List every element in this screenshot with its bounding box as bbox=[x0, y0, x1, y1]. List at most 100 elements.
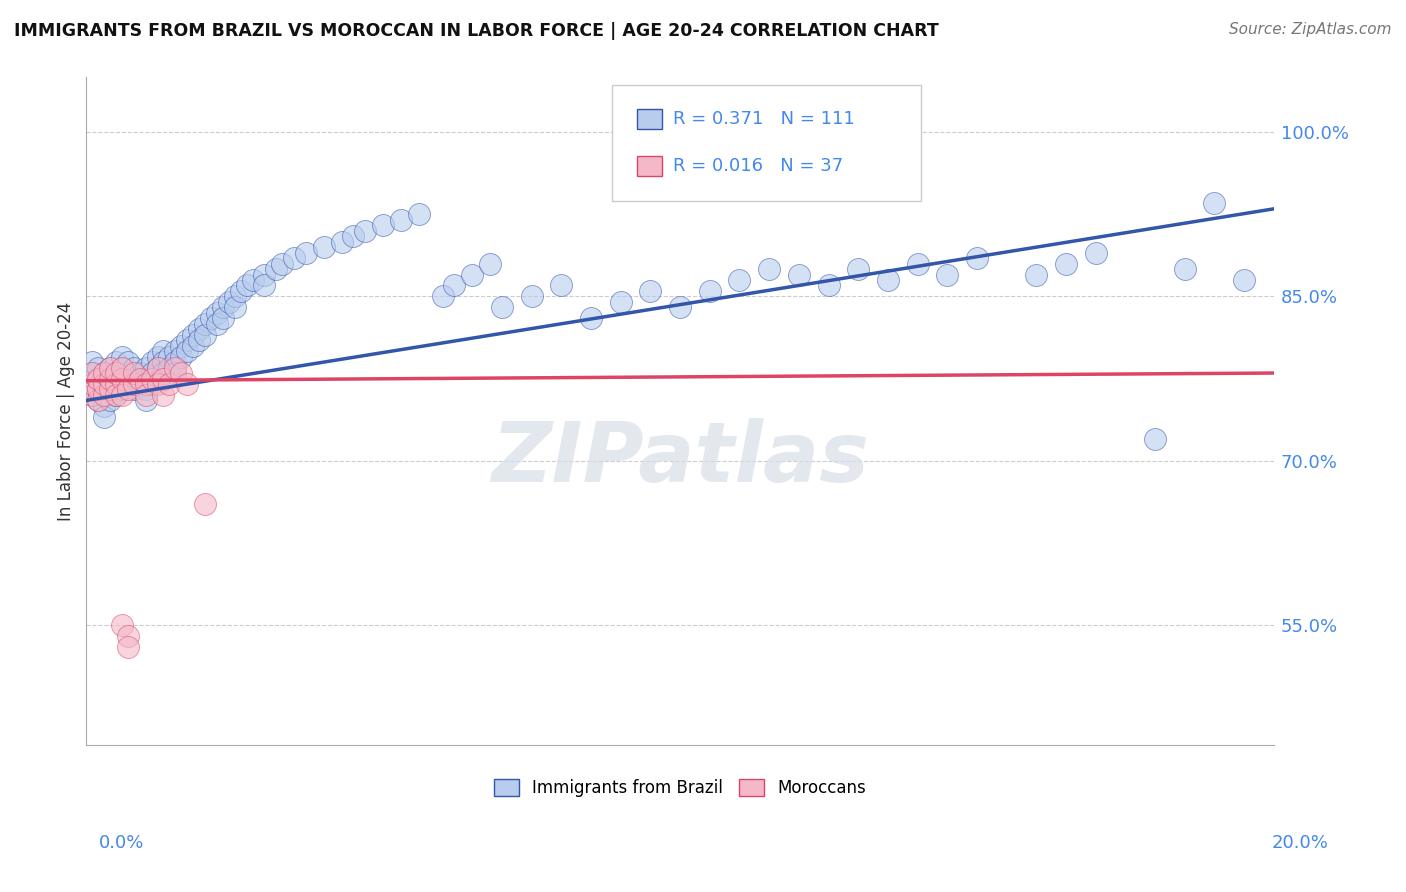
Point bbox=[1174, 262, 1197, 277]
Point bbox=[93, 376, 115, 391]
Point bbox=[82, 366, 104, 380]
Point bbox=[122, 371, 145, 385]
Point bbox=[93, 366, 115, 380]
Point bbox=[373, 219, 395, 233]
Point bbox=[165, 355, 187, 369]
Point bbox=[135, 371, 157, 385]
Point bbox=[271, 256, 294, 270]
Point bbox=[82, 366, 104, 380]
Point bbox=[87, 371, 110, 385]
Point bbox=[117, 383, 139, 397]
Point bbox=[104, 376, 127, 391]
Point bbox=[165, 366, 187, 380]
Point bbox=[111, 371, 134, 385]
Point bbox=[266, 262, 288, 277]
Point bbox=[877, 273, 900, 287]
Point bbox=[141, 366, 163, 380]
Point bbox=[579, 311, 602, 326]
Point bbox=[699, 284, 721, 298]
Point bbox=[235, 278, 257, 293]
Point bbox=[111, 350, 134, 364]
Point bbox=[188, 322, 211, 336]
Point bbox=[128, 366, 150, 380]
Point bbox=[141, 355, 163, 369]
Point bbox=[224, 301, 246, 315]
Point bbox=[117, 355, 139, 369]
Point bbox=[609, 294, 631, 309]
Point bbox=[146, 376, 169, 391]
Point bbox=[146, 360, 169, 375]
Point bbox=[111, 388, 134, 402]
Point bbox=[342, 229, 364, 244]
Point bbox=[218, 294, 240, 309]
Point bbox=[117, 376, 139, 391]
Point bbox=[188, 333, 211, 347]
Point bbox=[87, 393, 110, 408]
Point bbox=[242, 273, 264, 287]
Point bbox=[152, 366, 174, 380]
Point bbox=[104, 376, 127, 391]
Point bbox=[181, 327, 204, 342]
Point bbox=[1084, 245, 1107, 260]
Point bbox=[170, 339, 193, 353]
Point bbox=[152, 344, 174, 359]
Point bbox=[520, 289, 543, 303]
Point bbox=[87, 371, 110, 385]
Point bbox=[146, 350, 169, 364]
Point bbox=[152, 371, 174, 385]
Point bbox=[82, 388, 104, 402]
Point bbox=[966, 251, 988, 265]
Point bbox=[135, 393, 157, 408]
Point bbox=[354, 224, 377, 238]
Text: IMMIGRANTS FROM BRAZIL VS MOROCCAN IN LABOR FORCE | AGE 20-24 CORRELATION CHART: IMMIGRANTS FROM BRAZIL VS MOROCCAN IN LA… bbox=[14, 22, 939, 40]
Point bbox=[157, 350, 180, 364]
Point bbox=[200, 311, 222, 326]
Point bbox=[111, 383, 134, 397]
Text: ZIPatlas: ZIPatlas bbox=[491, 417, 869, 499]
Point bbox=[170, 350, 193, 364]
Text: R = 0.016   N = 37: R = 0.016 N = 37 bbox=[673, 157, 844, 175]
Text: 0.0%: 0.0% bbox=[98, 834, 143, 852]
Point bbox=[93, 399, 115, 413]
Point bbox=[111, 360, 134, 375]
Point bbox=[98, 383, 121, 397]
Point bbox=[194, 317, 217, 331]
Point bbox=[152, 388, 174, 402]
Point bbox=[224, 289, 246, 303]
Point bbox=[432, 289, 454, 303]
Point bbox=[82, 355, 104, 369]
Point bbox=[111, 360, 134, 375]
Point bbox=[93, 388, 115, 402]
Point bbox=[135, 383, 157, 397]
Point bbox=[479, 256, 502, 270]
Point bbox=[758, 262, 780, 277]
Point bbox=[87, 383, 110, 397]
Point bbox=[936, 268, 959, 282]
Point bbox=[122, 360, 145, 375]
Point bbox=[389, 212, 412, 227]
Point bbox=[176, 344, 198, 359]
Point bbox=[181, 339, 204, 353]
Point bbox=[728, 273, 751, 287]
Point bbox=[408, 207, 430, 221]
Point bbox=[1054, 256, 1077, 270]
Point bbox=[82, 376, 104, 391]
Point bbox=[787, 268, 810, 282]
Point bbox=[907, 256, 929, 270]
Point bbox=[194, 327, 217, 342]
Point bbox=[205, 317, 228, 331]
Point bbox=[640, 284, 662, 298]
Point bbox=[93, 376, 115, 391]
Point bbox=[253, 278, 276, 293]
Point bbox=[817, 278, 839, 293]
Point bbox=[93, 388, 115, 402]
Point bbox=[205, 306, 228, 320]
Point bbox=[98, 371, 121, 385]
Point bbox=[229, 284, 252, 298]
Point bbox=[1233, 273, 1256, 287]
Point bbox=[93, 409, 115, 424]
Point bbox=[461, 268, 484, 282]
Point bbox=[104, 366, 127, 380]
Point bbox=[87, 393, 110, 408]
Text: Source: ZipAtlas.com: Source: ZipAtlas.com bbox=[1229, 22, 1392, 37]
